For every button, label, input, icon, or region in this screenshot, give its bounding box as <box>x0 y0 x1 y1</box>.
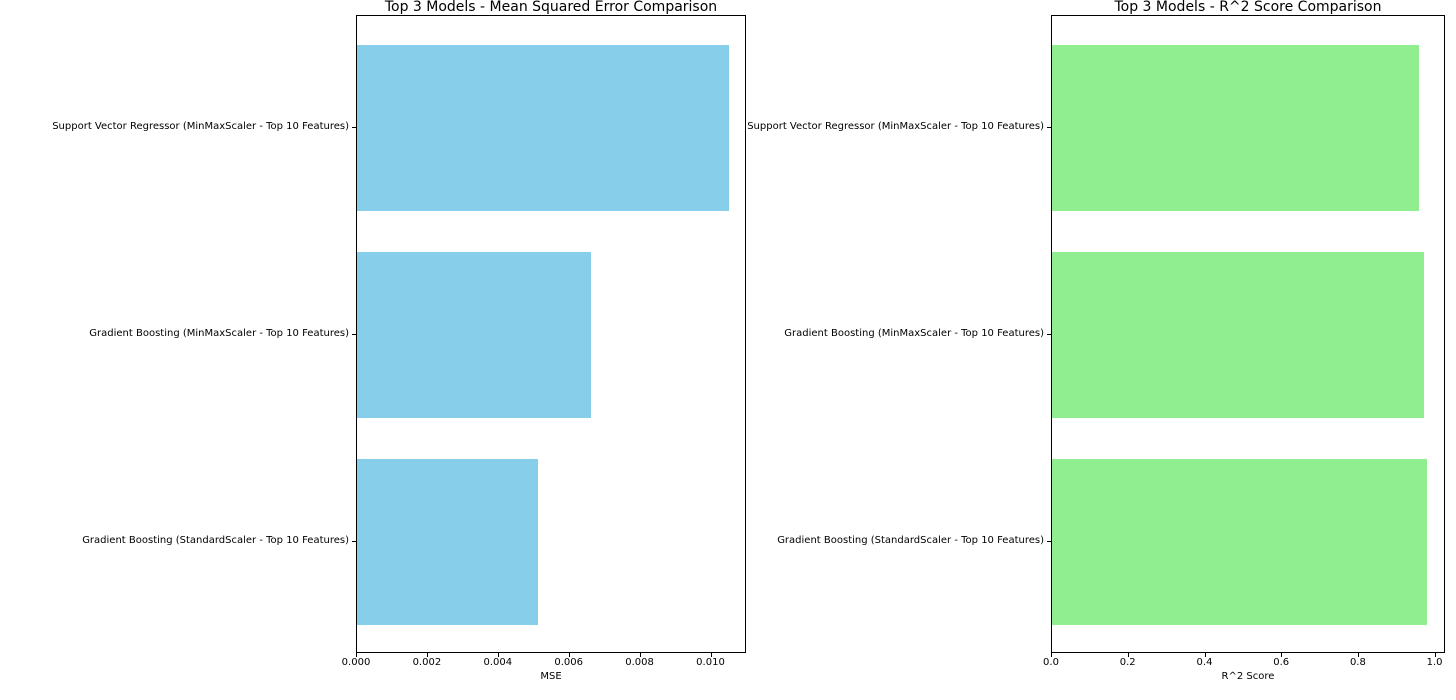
x-tick-mark <box>1434 653 1436 657</box>
plot-area <box>356 15 746 653</box>
x-tick-label: 0.006 <box>554 657 583 668</box>
chart-title: Top 3 Models - R^2 Score Comparison <box>1114 0 1382 15</box>
y-tick-mark <box>352 541 356 543</box>
x-tick-label: 0.2 <box>1119 657 1136 668</box>
y-tick-mark <box>352 126 356 128</box>
x-tick-label: 0.8 <box>1349 657 1366 668</box>
x-tick-mark <box>1204 653 1206 657</box>
bar <box>357 45 730 211</box>
bar <box>1052 45 1420 211</box>
x-axis-label: R^2 Score <box>1221 671 1275 682</box>
x-tick-label: 0.6 <box>1273 657 1290 668</box>
x-tick-mark <box>1127 653 1129 657</box>
x-tick-mark <box>356 653 357 657</box>
x-tick-label: 0.002 <box>412 657 442 668</box>
y-tick-label: Gradient Boosting (MinMaxScaler - Top 10… <box>784 328 1044 339</box>
plot-area <box>1051 15 1445 653</box>
x-tick-label: 0.010 <box>696 657 725 668</box>
x-tick-label: 0.0 <box>1043 657 1059 668</box>
y-tick-mark <box>1047 334 1051 335</box>
x-tick-label: 0.008 <box>625 657 654 668</box>
chart-title: Top 3 Models - Mean Squared Error Compar… <box>384 0 718 15</box>
y-tick-label: Support Vector Regressor (MinMaxScaler -… <box>52 120 349 132</box>
x-tick-label: 1.0 <box>1426 657 1443 668</box>
y-tick-label: Gradient Boosting (StandardScaler - Top … <box>82 535 349 547</box>
x-axis-label: MSE <box>540 671 562 682</box>
x-tick-mark <box>1051 653 1052 657</box>
x-tick-label: 0.4 <box>1196 657 1213 668</box>
y-tick-mark <box>352 334 356 335</box>
x-tick-mark <box>426 653 428 657</box>
y-tick-label: Gradient Boosting (StandardScaler - Top … <box>777 535 1044 547</box>
x-tick-mark <box>639 653 641 657</box>
x-tick-label: 0.000 <box>341 657 371 668</box>
bar <box>357 252 591 418</box>
y-tick-label: Gradient Boosting (MinMaxScaler - Top 10… <box>89 328 349 339</box>
y-tick-mark <box>1047 541 1051 543</box>
x-tick-mark <box>710 653 712 657</box>
x-tick-mark <box>1281 653 1283 657</box>
y-tick-mark <box>1047 126 1051 128</box>
x-tick-mark <box>497 653 499 657</box>
bar <box>357 459 538 625</box>
x-tick-mark <box>568 653 570 657</box>
bar <box>1052 459 1428 625</box>
x-tick-mark <box>1357 653 1359 657</box>
bar <box>1052 252 1424 418</box>
x-tick-label: 0.004 <box>483 657 513 668</box>
y-tick-label: Support Vector Regressor (MinMaxScaler -… <box>747 120 1044 132</box>
